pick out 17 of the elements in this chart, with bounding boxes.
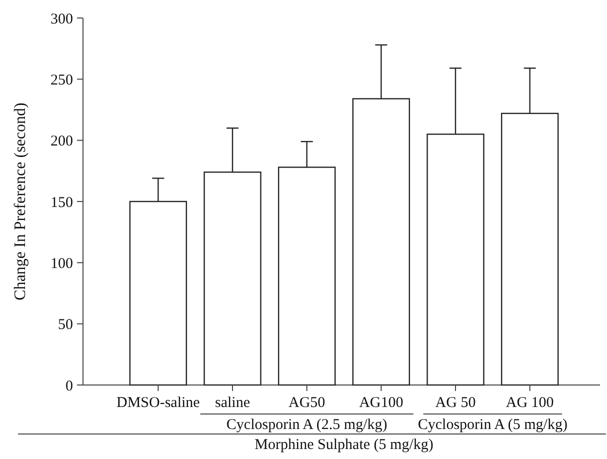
x-tick-label: saline [215,395,250,411]
y-tick-label: 100 [50,256,73,272]
text: Cyclosporin A (5 mg/kg) [418,417,568,433]
x-tick-label: AG 50 [435,395,476,411]
x-tick-label: DMSO-saline [116,395,200,411]
y-tick-label: 300 [50,11,73,28]
y-tick-label: 200 [50,134,73,150]
y-tick-label: 0 [66,378,73,394]
y-tick-label: 50 [58,317,73,334]
x-tick-label: AG 100 [506,395,554,411]
text: Cyclosporin A (2.5 mg/kg) [226,417,388,433]
x-tick-label: AG50 [288,395,326,411]
text: Morphine Sulphate (5 mg/kg) [254,437,434,453]
y-tick-label: 250 [50,72,73,88]
y-axis-title: Change In Preference (second) [12,102,29,300]
y-tick-label: 150 [50,194,73,211]
x-tick-label: AG100 [359,395,404,411]
